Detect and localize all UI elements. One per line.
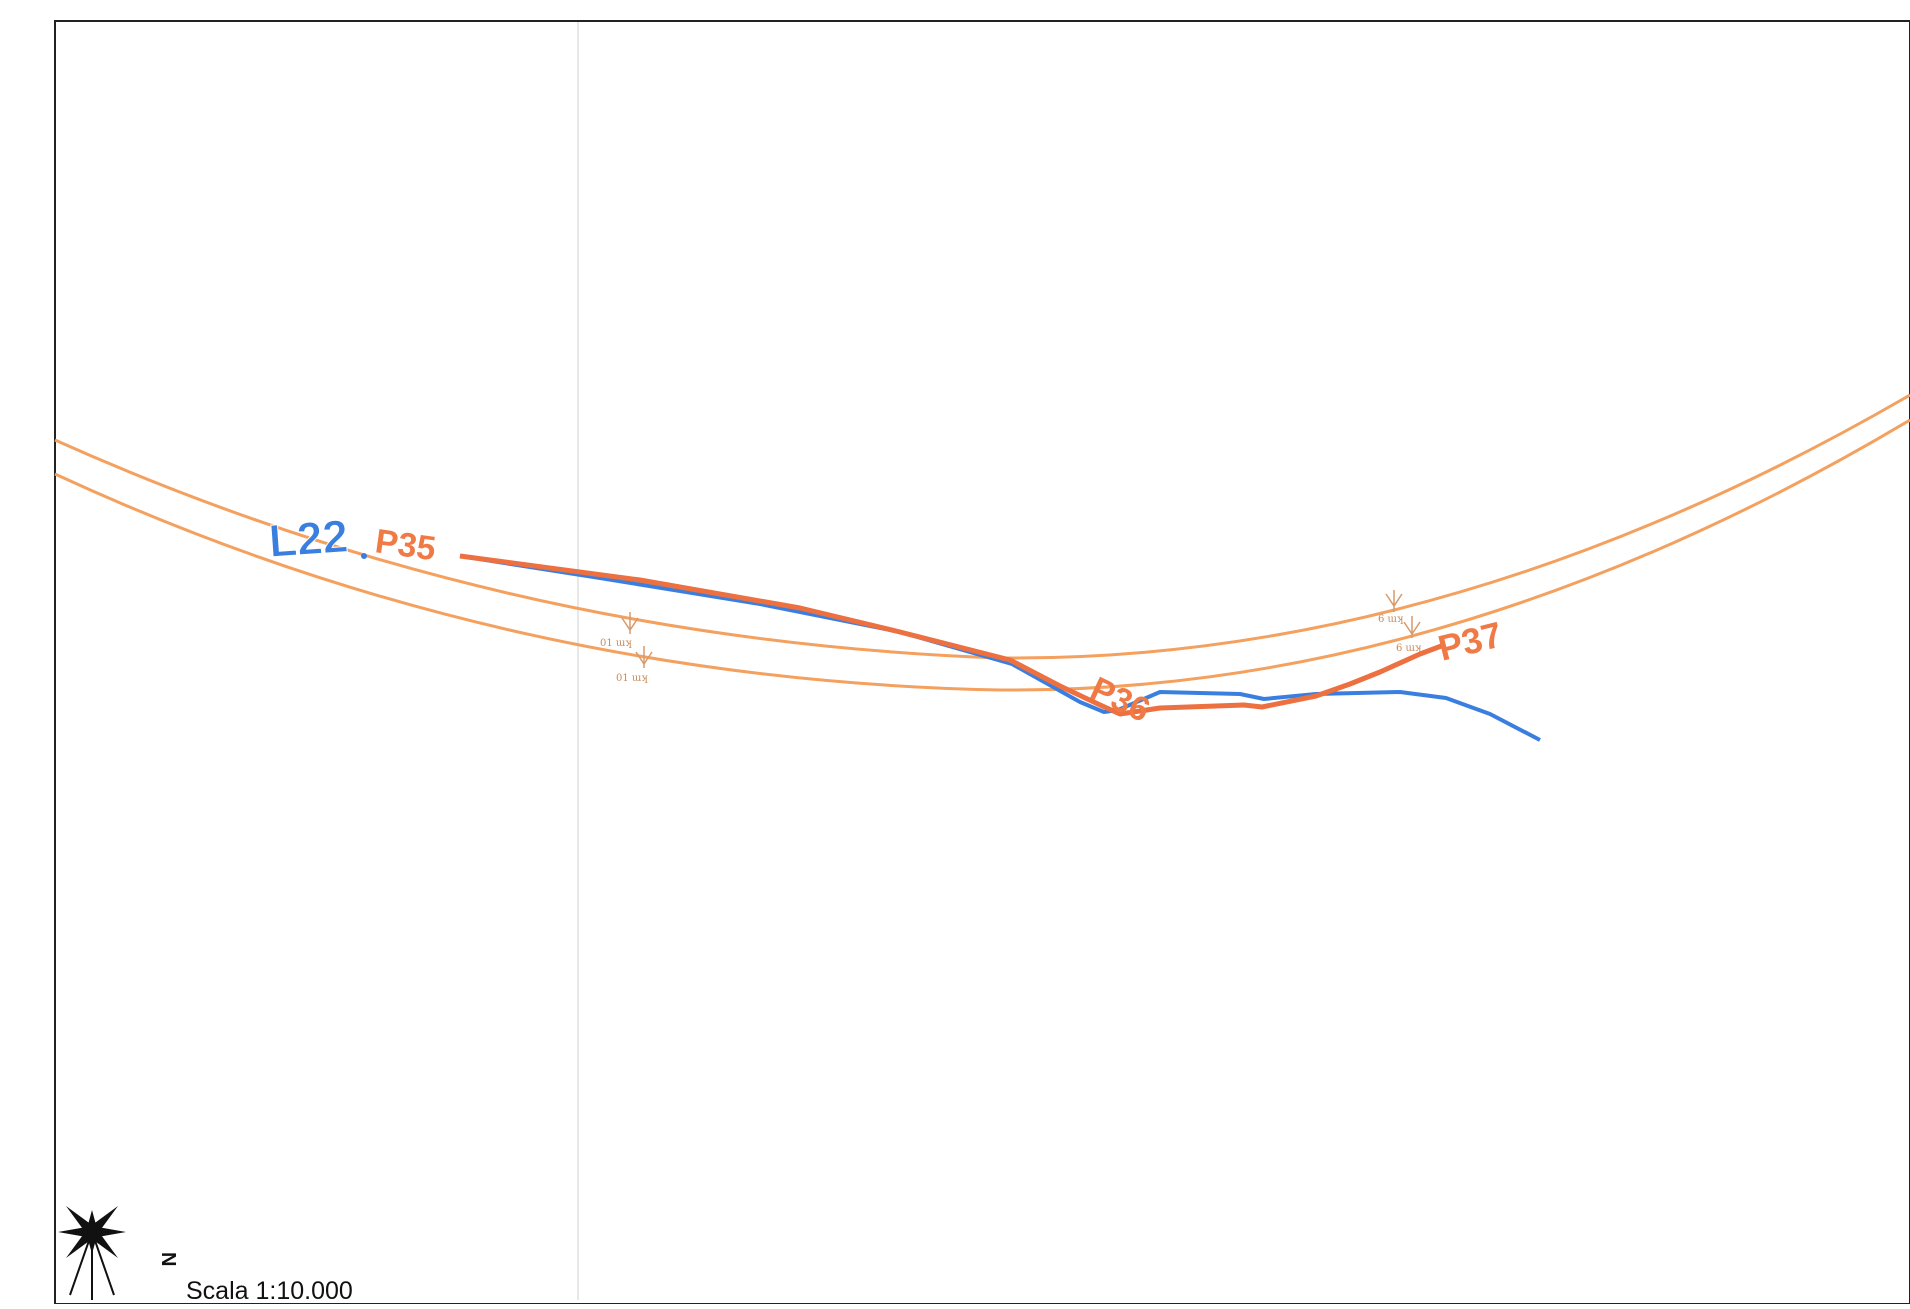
km-marker-10-upper: 01 ɯʞ: [600, 612, 639, 649]
scale-label: Scala 1:10.000: [186, 1277, 353, 1304]
km-marker-9-lower: 6 ɯʞ: [1396, 616, 1422, 654]
route-line-orange: [459, 553, 1445, 717]
point-label-p35: P35: [373, 522, 438, 568]
km-marker-label: 6 ɯʞ: [1378, 614, 1404, 625]
km-marker-label: 6 ɯʞ: [1396, 643, 1422, 654]
route-line-blue: [459, 554, 1541, 742]
compass-rose-icon: [58, 1206, 126, 1300]
km-marker-label: 01 ɯʞ: [600, 638, 632, 649]
km-marker-label: 01 ɯʞ: [616, 673, 648, 684]
l22-dot: [361, 553, 367, 559]
line-label-l22: L22: [267, 510, 350, 567]
km-marker-9-upper: 6 ɯʞ: [1378, 590, 1404, 625]
north-label: N: [157, 1252, 179, 1266]
km-marker-10-lower: 01 ɯʞ: [616, 646, 653, 684]
road-edge-lower: [54, 418, 1910, 692]
